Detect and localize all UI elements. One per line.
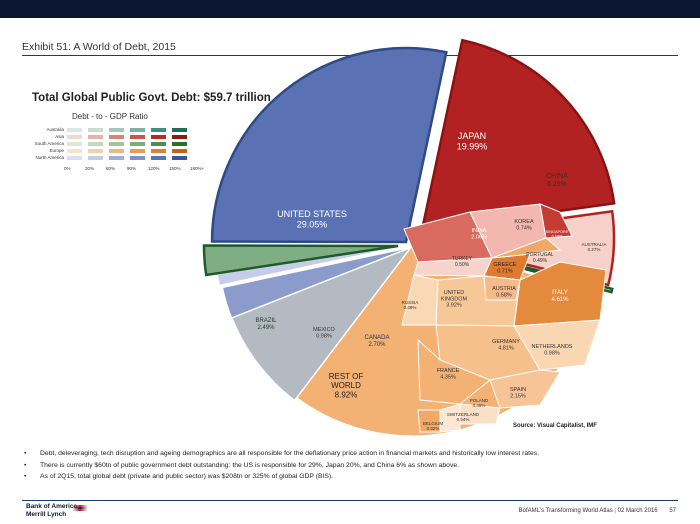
- pie-slice-japan: [421, 39, 616, 231]
- united-states-label: UNITED STATES 29.05%: [277, 209, 347, 229]
- legend-tick-label: 120%: [148, 166, 160, 171]
- legend-tick-label: 60%: [106, 166, 116, 171]
- legend-region-label: South America: [34, 141, 64, 146]
- legend-title: Debt - to - GDP Ratio: [72, 112, 148, 121]
- china-label: CHINA 6.25%: [546, 173, 568, 188]
- bullet-list: • Debt, deleveraging, tech disruption and…: [24, 448, 684, 483]
- legend-swatch: [151, 135, 166, 139]
- legend-swatch: [130, 156, 145, 160]
- inner-label-spain: SPAIN 2.15%: [510, 387, 526, 399]
- austria-cell: [483, 275, 521, 301]
- legend-swatch: [172, 135, 187, 139]
- legend-swatch: [109, 128, 124, 132]
- legend-swatch: [88, 135, 103, 139]
- legend-region-label: Asia: [55, 134, 64, 139]
- inner-label-italy: ITALY 4.61%: [551, 290, 569, 303]
- pie-slice-outline: [419, 209, 616, 287]
- legend-tick-label: 0%: [64, 166, 71, 171]
- legend-swatch: [109, 156, 124, 160]
- report-name: BofAML's Transforming World Atlas: [518, 508, 613, 514]
- legend-region-label: Europe: [49, 148, 64, 153]
- france-cell: [417, 338, 491, 405]
- legend-tick-label: 150%: [169, 166, 181, 171]
- pie-slice-outline: [423, 240, 614, 294]
- legend-swatch: [88, 156, 103, 160]
- pie-slice-outline: [420, 38, 616, 232]
- inner-label-india: INDIA 2.06%: [471, 228, 487, 240]
- legend-swatch: [67, 142, 82, 146]
- legend-swatch: [88, 142, 103, 146]
- inner-label-greece: GREECE 0.71%: [493, 262, 517, 274]
- pie-slice-outline: [210, 46, 448, 244]
- legend-swatch: [67, 156, 82, 160]
- inner-label-france: FRANCE 4.35%: [437, 368, 460, 380]
- bullet-item: • Debt, deleveraging, tech disruption and…: [24, 450, 540, 457]
- inner-label-switzerland: SWITZERLAND 0.54%: [447, 412, 480, 422]
- legend-swatch: [172, 142, 187, 146]
- legend-swatch: [130, 135, 145, 139]
- brazil-label: BRAZIL 2.49%: [255, 318, 277, 331]
- report-date: 02 March 2016: [617, 508, 658, 514]
- legend-tick-label: 30%: [85, 166, 95, 171]
- legend-region-label: Australia: [46, 127, 64, 132]
- legend-swatch: [172, 149, 187, 153]
- pie-slice-outline: [202, 244, 399, 277]
- pie-chart: JAPAN 19.99% CHINA 6.25% AUSTRALIA 0.27% UNITE…: [202, 38, 616, 437]
- portugal-cell: [491, 237, 562, 259]
- canada-label: CANADA 2.70%: [364, 335, 389, 348]
- inner-label-united-kingdom: UNITED KINGDOM 3.92%: [441, 290, 468, 309]
- legend-swatch: [109, 149, 124, 153]
- inner-label-germany: GERMANY 4.81%: [492, 339, 520, 351]
- mexico-label: MEXICO 0.98%: [313, 327, 335, 339]
- legend-swatch: [151, 128, 166, 132]
- flag-icon: [72, 505, 88, 511]
- inner-label-netherlands: NETHERLANDS 0.98%: [532, 344, 573, 356]
- footer-rule: [22, 500, 678, 501]
- legend-swatch: [67, 135, 82, 139]
- japan-label: JAPAN 19.99%: [457, 131, 488, 151]
- legend-swatch: [67, 128, 82, 132]
- legend-tick-label: 180%+: [190, 166, 205, 171]
- exhibit-title: Exhibit 51: A World of Debt, 2015: [22, 41, 176, 53]
- legend-swatch: [151, 142, 166, 146]
- legend-swatch: [109, 135, 124, 139]
- legend-region-label: North America: [35, 155, 64, 160]
- top-bar: [0, 0, 700, 18]
- bullet-item: • There is currently $60tn of public gove…: [24, 461, 460, 469]
- inner-label-turkey: TURKEY 0.50%: [452, 256, 473, 268]
- inner-label-russia: RUSSIA 0.49%: [402, 300, 419, 310]
- legend-swatch: [172, 128, 187, 132]
- legend-swatch: [151, 149, 166, 153]
- pie-slice-canada: [221, 246, 413, 320]
- footer: BofAML's Transforming World Atlas | 02 M…: [518, 508, 676, 514]
- spain-cell: [489, 369, 561, 409]
- inner-label-portugal: PORTUGAL 0.49%: [526, 252, 554, 264]
- legend-swatch: [130, 149, 145, 153]
- legend-swatch: [130, 128, 145, 132]
- legend-tick-label: 90%: [127, 166, 137, 171]
- legend-swatch: [88, 128, 103, 132]
- page-number: 57: [669, 508, 676, 514]
- netherlands-cell: [513, 319, 601, 371]
- belgium-cell: [417, 409, 441, 433]
- inner-label-belgium: BELGIUM 0.92%: [423, 421, 444, 431]
- pie-slice-rest-of-world: [230, 244, 415, 402]
- chart-source: Source: Visual Capitalist, IMF: [513, 423, 597, 429]
- chart-title: Total Global Public Govt. Debt: $59.7 tr…: [32, 92, 271, 104]
- legend-swatch: [151, 156, 166, 160]
- inner-label-austria: AUSTRIA 0.58%: [492, 286, 516, 298]
- singapore-cell: [539, 203, 573, 239]
- legend-swatch: [172, 156, 187, 160]
- legend-swatch: [88, 149, 103, 153]
- rest-of-world-label: REST OF WORLD 8.92%: [329, 372, 364, 399]
- australia-label: AUSTRALIA 0.27%: [581, 242, 606, 252]
- inner-label-korea: KOREA 0.74%: [514, 219, 534, 231]
- legend-swatch: [130, 142, 145, 146]
- inner-label-poland: POLAND 0.49%: [470, 398, 489, 408]
- inner-label-singapore: SINGAPORE 0.52%: [546, 230, 569, 238]
- bullet-item: • As of 2Q15, total global debt (private …: [24, 473, 334, 480]
- legend-swatch: [109, 142, 124, 146]
- brand-logo: Bank of America Merrill Lynch: [26, 503, 78, 518]
- legend-swatch: [67, 149, 82, 153]
